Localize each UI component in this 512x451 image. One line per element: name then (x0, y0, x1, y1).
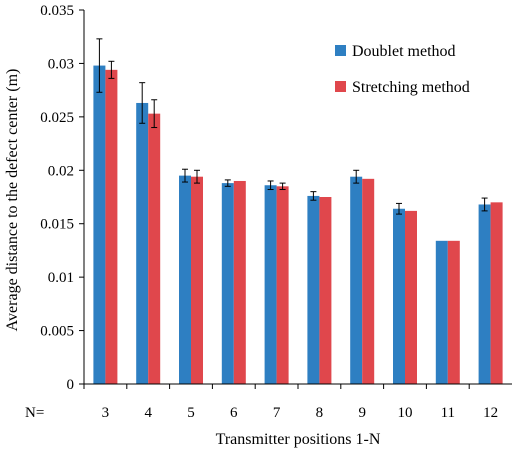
x-tick-label: 11 (441, 405, 455, 421)
y-tick-label: 0.03 (48, 56, 74, 72)
error-bar (182, 168, 188, 183)
bar-stretching (148, 113, 161, 384)
x-tick-label: 9 (358, 405, 366, 421)
error-bar (396, 202, 402, 215)
bar-doublet (264, 185, 277, 384)
y-tick-label: 0.025 (40, 110, 74, 126)
y-tick-label: 0.01 (48, 270, 74, 286)
y-tick-label: 0.035 (40, 3, 74, 19)
y-axis-label: Average distance to the defect center (m… (4, 69, 21, 332)
bar-stretching (405, 210, 417, 384)
bar-stretching (105, 69, 118, 384)
legend-label: Stretching method (352, 79, 470, 96)
bar-stretching (276, 186, 289, 384)
error-bar (267, 180, 274, 191)
bar-doublet (136, 102, 149, 385)
error-bar (194, 169, 200, 184)
error-bar (96, 38, 103, 93)
x-tick-label: 5 (187, 405, 195, 421)
x-tick-label: 3 (102, 405, 110, 421)
y-tick-label: 0.005 (40, 324, 74, 340)
bar-doublet (478, 204, 491, 384)
x-axis-prefix: N= (25, 405, 44, 421)
bar-doublet (179, 175, 191, 384)
error-bar (353, 169, 360, 184)
x-tick-label: 4 (144, 405, 152, 421)
error-bar (108, 60, 115, 79)
x-axis-tick-labels: 3 4 5 6 7 8 9 10 11 12 (83, 384, 498, 421)
bar-doublet (221, 183, 234, 384)
legend-swatch (335, 81, 346, 92)
error-bar (481, 197, 488, 212)
error-bar (224, 179, 231, 187)
legend-label: Doublet method (352, 43, 456, 60)
bar-doublet (350, 176, 363, 384)
bars (93, 65, 503, 385)
x-tick-label: 8 (316, 405, 324, 421)
x-axis-label: Transmitter positions 1-N (216, 431, 381, 448)
error-bars (96, 38, 488, 215)
error-bar (139, 82, 146, 124)
x-tick-label: 10 (398, 405, 413, 421)
bar-doublet (435, 240, 448, 384)
bar-doublet (393, 208, 405, 384)
y-axis-ticks: 0 0.005 0.01 0.015 0.02 0.025 0.03 0.035 (40, 3, 84, 393)
bar-stretching (447, 240, 460, 384)
bar-stretching (490, 202, 503, 384)
bar-stretching (191, 176, 203, 384)
bar-doublet (307, 195, 320, 384)
error-bar (310, 191, 317, 201)
legend: Doublet method Stretching method (335, 43, 470, 96)
error-bar (279, 182, 286, 191)
x-tick-label: 12 (483, 405, 498, 421)
x-tick-label: 6 (230, 405, 238, 421)
error-bar (151, 99, 158, 129)
bar-stretching (362, 178, 375, 384)
bar-doublet (93, 65, 106, 385)
bar-stretching (319, 197, 332, 384)
x-tick-label: 7 (273, 405, 281, 421)
y-tick-label: 0.015 (40, 217, 74, 233)
y-tick-label: 0.02 (48, 163, 74, 179)
legend-swatch (335, 45, 346, 56)
bar-stretching (233, 180, 246, 384)
y-tick-label: 0 (67, 377, 75, 393)
